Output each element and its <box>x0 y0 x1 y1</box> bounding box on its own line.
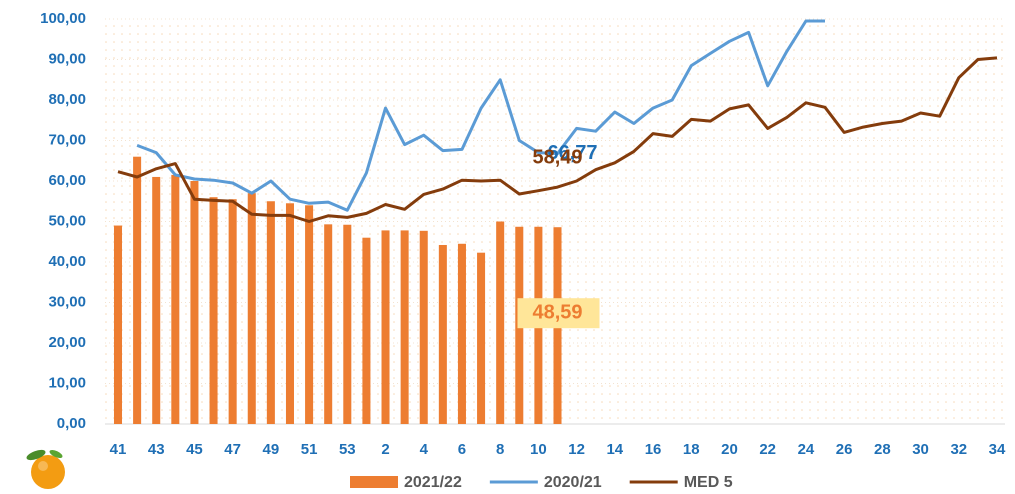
x-tick-label: 12 <box>568 441 585 458</box>
y-tick-label: 70,00 <box>48 131 86 148</box>
bar <box>171 175 179 424</box>
x-tick-label: 28 <box>874 441 891 458</box>
bar <box>458 244 466 424</box>
x-tick-label: 47 <box>224 441 241 458</box>
x-tick-label: 53 <box>339 441 356 458</box>
x-tick-label: 41 <box>110 441 127 458</box>
bar <box>420 231 428 424</box>
legend-swatch <box>350 476 398 488</box>
y-tick-label: 40,00 <box>48 253 86 270</box>
bar <box>114 226 122 424</box>
x-tick-label: 32 <box>950 441 967 458</box>
x-tick-label: 24 <box>798 441 815 458</box>
legend-item: 2021/22 <box>350 474 462 491</box>
y-tick-label: 20,00 <box>48 334 86 351</box>
x-tick-label: 45 <box>186 441 203 458</box>
y-tick-label: 80,00 <box>48 91 86 108</box>
bar <box>286 203 294 424</box>
x-tick-label: 4 <box>420 441 429 458</box>
bar <box>305 205 313 424</box>
bar <box>248 193 256 424</box>
x-tick-label: 20 <box>721 441 738 458</box>
x-tick-label: 26 <box>836 441 853 458</box>
bar <box>401 230 409 424</box>
bar <box>210 197 218 424</box>
y-tick-label: 90,00 <box>48 50 86 67</box>
x-tick-label: 22 <box>759 441 776 458</box>
x-tick-label: 34 <box>989 441 1006 458</box>
bar <box>190 181 198 424</box>
data-label: 58,49 <box>532 146 582 168</box>
bar <box>496 222 504 425</box>
bar <box>324 224 332 424</box>
x-tick-label: 14 <box>606 441 623 458</box>
y-tick-label: 0,00 <box>57 415 86 432</box>
chart: 0,00 10,00 20,00 30,00 40,00 50,00 60,00 70,00 8… <box>0 0 1015 494</box>
x-tick-label: 30 <box>912 441 929 458</box>
bar <box>477 253 485 424</box>
x-tick-label: 2 <box>381 441 389 458</box>
legend-label: 2021/22 <box>404 474 462 491</box>
y-tick-label: 10,00 <box>48 374 86 391</box>
bar <box>343 225 351 424</box>
legend-item: 2020/21 <box>490 474 602 491</box>
data-label: 48,59 <box>532 301 582 323</box>
bar <box>229 199 237 424</box>
bar <box>267 201 275 424</box>
x-tick-label: 6 <box>458 441 466 458</box>
x-tick-label: 16 <box>645 441 662 458</box>
bar <box>133 157 141 424</box>
x-tick-label: 8 <box>496 441 504 458</box>
orange-icon <box>25 448 65 489</box>
y-tick-label: 30,00 <box>48 293 86 310</box>
bar <box>152 177 160 424</box>
x-tick-label: 18 <box>683 441 700 458</box>
x-tick-label: 51 <box>301 441 318 458</box>
x-tick-label: 10 <box>530 441 547 458</box>
legend-label: 2020/21 <box>544 474 602 491</box>
x-tick-label: 43 <box>148 441 165 458</box>
bar <box>382 230 390 424</box>
bar <box>362 238 370 424</box>
legend-item: MED 5 <box>630 474 733 491</box>
bar <box>439 245 447 424</box>
legend-label: MED 5 <box>684 474 733 491</box>
y-tick-label: 100,00 <box>40 10 86 27</box>
x-tick-label: 49 <box>263 441 280 458</box>
y-tick-label: 60,00 <box>48 172 86 189</box>
y-tick-label: 50,00 <box>48 212 86 229</box>
